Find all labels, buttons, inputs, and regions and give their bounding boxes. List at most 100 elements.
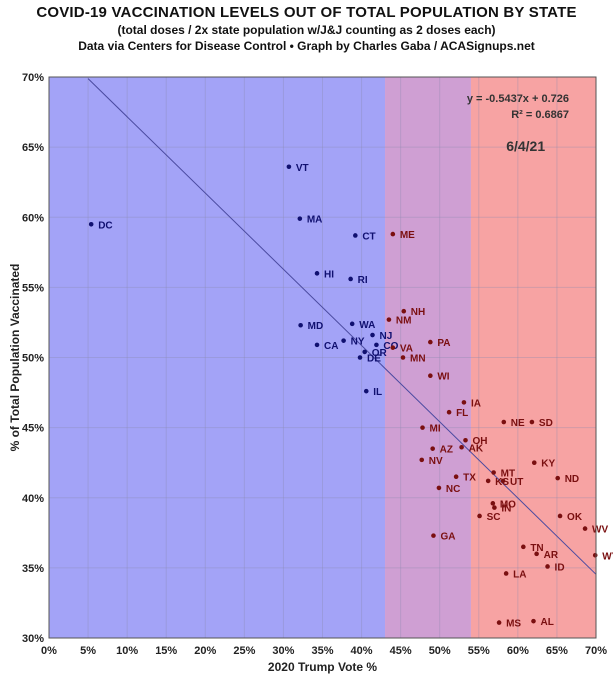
background-band-0: [49, 77, 386, 638]
data-point-co: [374, 342, 379, 348]
data-label-tn: TN: [530, 543, 543, 554]
data-point-va: [390, 345, 396, 350]
x-tick-label: 10%: [116, 645, 138, 657]
data-point-nc: [436, 485, 442, 491]
data-point-in: [492, 505, 497, 510]
data-label-sc: SC: [487, 512, 501, 523]
data-point-me: [390, 231, 396, 237]
background-band-2: [470, 77, 596, 638]
data-label-in: IN: [501, 504, 511, 515]
data-label-hi: HI: [324, 269, 334, 280]
data-label-de: DE: [367, 354, 381, 365]
data-point-wa: [349, 321, 355, 327]
data-point-ok: [557, 513, 563, 519]
data-label-wy: WY: [602, 551, 613, 562]
data-label-mi: MI: [430, 424, 441, 435]
data-label-tx: TX: [463, 473, 476, 484]
x-tick-label: 15%: [155, 645, 177, 657]
date-label: 6/4/21: [506, 138, 545, 154]
data-point-il: [363, 388, 369, 394]
data-point-nj: [370, 332, 375, 338]
data-point-ar: [534, 551, 539, 557]
data-point-al: [531, 618, 536, 624]
data-label-ne: NE: [511, 418, 525, 429]
data-point-ak: [459, 444, 464, 450]
background-band-1: [385, 77, 471, 638]
data-point-nm: [386, 317, 392, 322]
x-axis-label: 2020 Trump Vote %: [268, 660, 377, 674]
y-tick-label: 45%: [22, 423, 44, 435]
data-point-mn: [400, 355, 406, 360]
data-point-ny: [341, 338, 346, 343]
data-point-vt: [286, 164, 292, 170]
data-point-ma: [297, 216, 303, 221]
data-label-ms: MS: [506, 619, 521, 630]
data-point-ms: [496, 620, 502, 625]
data-point-mo: [490, 501, 496, 506]
trendline-equation: y = -0.5437x + 0.726: [467, 93, 569, 105]
x-tick-label: 65%: [546, 645, 568, 657]
data-point-fl: [446, 409, 452, 415]
data-label-md: MD: [308, 321, 324, 332]
data-label-id: ID: [555, 562, 565, 573]
x-tick-label: 70%: [585, 645, 607, 657]
y-tick-label: 70%: [22, 72, 44, 84]
y-tick-label: 40%: [22, 493, 44, 505]
data-label-ak: AK: [469, 443, 484, 454]
chart-subtitle-1: (total doses / 2x state population w/J&J…: [117, 23, 496, 37]
data-point-la: [503, 571, 509, 576]
y-tick-label: 50%: [22, 353, 44, 365]
data-point-ia: [461, 400, 467, 405]
x-tick-label: 50%: [429, 645, 451, 657]
data-point-mt: [491, 470, 496, 475]
y-tick-label: 35%: [22, 563, 44, 575]
data-label-il: IL: [373, 387, 382, 398]
data-point-nd: [555, 475, 561, 481]
x-tick-label: 5%: [80, 645, 96, 657]
data-point-ct: [353, 233, 358, 238]
chart-subtitle-2: Data via Centers for Disease Control • G…: [78, 39, 535, 53]
data-label-va: VA: [400, 344, 413, 355]
data-label-ut: UT: [510, 477, 523, 488]
data-label-wa: WA: [359, 320, 375, 331]
chart-title: COVID-19 VACCINATION LEVELS OUT OF TOTAL…: [36, 4, 577, 21]
data-label-sd: SD: [539, 418, 553, 429]
data-point-ky: [531, 460, 537, 465]
x-tick-label: 55%: [468, 645, 490, 657]
axes: 0% 5% 10% 15% 20% 25% 30% 35% 40% 45% 50% 55% 60% 65%…: [22, 72, 607, 657]
plot-frame: [48, 76, 597, 639]
data-point-ks: [485, 478, 491, 484]
data-point-wv: [582, 526, 588, 531]
data-point-ne: [501, 419, 507, 425]
y-tick-label: 65%: [22, 142, 44, 154]
data-label-me: ME: [400, 230, 415, 241]
data-label-ar: AR: [544, 550, 559, 561]
data-label-nh: NH: [411, 307, 425, 318]
data-point-sc: [477, 513, 482, 519]
data-label-oh: OH: [473, 436, 488, 447]
y-tick-label: 60%: [22, 212, 44, 224]
data-label-pa: PA: [437, 338, 450, 349]
trendline-r2: R² = 0.6867: [511, 109, 569, 121]
trendline-line: [87, 78, 597, 575]
data-label-az: AZ: [440, 445, 453, 456]
y-tick-label: 30%: [22, 633, 44, 645]
data-label-ga: GA: [440, 532, 455, 543]
data-label-ok: OK: [567, 512, 583, 523]
data-label-ma: MA: [307, 215, 323, 226]
data-label-vt: VT: [296, 163, 309, 174]
x-tick-label: 45%: [390, 645, 412, 657]
data-point-sd: [529, 419, 535, 425]
data-label-nc: NC: [446, 484, 460, 495]
x-tick-label: 40%: [351, 645, 373, 657]
data-point-oh: [463, 437, 468, 443]
x-tick-label: 0%: [41, 645, 57, 657]
data-label-nd: ND: [565, 474, 579, 485]
data-point-ut: [500, 478, 506, 484]
data-label-ct: CT: [362, 231, 375, 242]
data-label-ks: KS: [495, 477, 509, 488]
data-point-ri: [348, 276, 353, 282]
